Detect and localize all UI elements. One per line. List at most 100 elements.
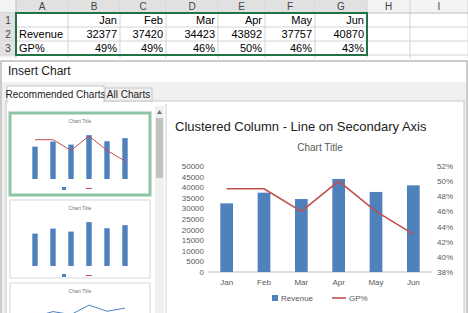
column-letter: C	[139, 1, 146, 12]
column-letter: I	[438, 1, 441, 12]
thumbnail-bar	[68, 232, 73, 266]
thumbnail-title: Chart Title	[69, 288, 92, 294]
thumbnail-bar	[122, 225, 127, 266]
column-header-selected	[265, 0, 315, 13]
dialog-frame	[1, 61, 467, 313]
thumbnail[interactable]: Chart Title	[10, 113, 150, 195]
cell-text: Feb	[144, 14, 163, 26]
thumbnail[interactable]: Chart Title	[10, 283, 150, 313]
tab-label[interactable]: Recommended Charts	[5, 89, 105, 100]
dialog-title: Insert Chart	[8, 64, 71, 78]
thumbnail-plot	[35, 305, 125, 313]
thumbnail-legend-key	[86, 188, 92, 189]
column-letter: E	[238, 1, 245, 12]
bar	[295, 199, 308, 272]
preview-chart: Chart Title05000100001500020000250003000…	[182, 142, 453, 303]
thumbnail-title: Chart Title	[69, 205, 92, 211]
y-tick-label: 15000	[182, 236, 205, 245]
x-tick-label: Jun	[407, 278, 420, 287]
column-divider	[410, 0, 411, 58]
cell-text: 43892	[231, 28, 262, 40]
category-axis	[208, 272, 432, 273]
bar	[220, 203, 233, 272]
column-letter: G	[337, 1, 345, 12]
column-letter: F	[287, 1, 293, 12]
cell-text: 49%	[141, 42, 163, 54]
column-header-selected	[315, 0, 367, 13]
y2-tick-label: 40%	[437, 253, 453, 262]
y-tick-label: 30000	[182, 204, 205, 213]
y-tick-label: 5000	[186, 257, 204, 266]
thumbnail-bar	[104, 141, 109, 179]
thumbnail-bar	[104, 228, 109, 266]
tab-label[interactable]: All Charts	[107, 89, 150, 100]
y-tick-label: 10000	[182, 247, 205, 256]
column-letter: H	[385, 1, 392, 12]
bar	[407, 185, 420, 272]
cell-text: 43%	[342, 42, 364, 54]
bar	[370, 192, 383, 272]
cell-text: May	[291, 14, 312, 26]
y2-tick-label: 52%	[437, 162, 453, 171]
cell-text: Revenue	[19, 28, 63, 40]
column-letter: B	[91, 1, 98, 12]
scrollbar-thumb[interactable]	[156, 118, 163, 178]
row-number: 3	[5, 43, 11, 54]
scroll-arrow[interactable]	[157, 110, 162, 114]
x-tick-label: Mar	[294, 278, 308, 287]
preview-heading: Clustered Column - Line on Secondary Axi…	[175, 119, 427, 134]
row-header-selected	[0, 41, 16, 55]
x-tick-label: Feb	[257, 278, 271, 287]
y-tick-label: 35000	[182, 194, 205, 203]
x-tick-label: Apr	[332, 278, 345, 287]
legend-key	[272, 295, 278, 301]
column-header-selected	[166, 0, 218, 13]
cell-area	[16, 13, 468, 58]
chart-title: Chart Title	[297, 142, 343, 153]
thumbnail-frame[interactable]	[10, 283, 150, 313]
column-header-selected	[120, 0, 166, 13]
cell-text: Apr	[245, 14, 262, 26]
legend-key	[332, 297, 346, 299]
tab-join	[8, 101, 103, 103]
row-header-selected	[0, 13, 16, 27]
tab-panel	[6, 101, 464, 313]
tab[interactable]	[105, 88, 152, 101]
column-header-bar	[0, 0, 468, 13]
cell-text: 37757	[281, 28, 312, 40]
cell-text: 37420	[132, 28, 163, 40]
column-header-selected	[68, 0, 120, 13]
column-letter: D	[188, 1, 195, 12]
y-tick-label: 40000	[182, 183, 205, 192]
y2-tick-label: 48%	[437, 192, 453, 201]
panel-divider	[166, 104, 167, 313]
legend-label: Revenue	[281, 294, 314, 303]
thumbnail-frame[interactable]	[10, 113, 150, 195]
thumbnail-line	[35, 136, 125, 161]
x-tick-label: Jan	[220, 278, 233, 287]
cell-text: Mar	[196, 14, 215, 26]
x-tick-label: May	[368, 278, 383, 287]
thumbnail-frame[interactable]	[10, 200, 150, 278]
thumbnail-title: Chart Title	[69, 118, 92, 124]
cell-text: GP%	[19, 42, 45, 54]
thumbnail-line	[35, 305, 125, 313]
thumbnail-legend-key	[62, 274, 66, 277]
thumbnail[interactable]: Chart Title	[10, 200, 150, 278]
row-divider	[0, 41, 468, 42]
y2-tick-label: 50%	[437, 177, 453, 186]
cell-text: 46%	[290, 42, 312, 54]
cell-text: 46%	[193, 42, 215, 54]
thumbnail-plot	[32, 135, 127, 179]
cell-text: 40870	[333, 28, 364, 40]
plot-area	[220, 179, 419, 272]
thumbnail-bar	[32, 234, 37, 266]
thumbnail-bar	[86, 222, 91, 266]
thumbnail-legend-key	[86, 275, 92, 276]
thumbnail-plot	[32, 222, 127, 266]
spreadsheet: ABCDEFGHI1JanFebMarAprMayJun2Revenue3237…	[0, 0, 468, 58]
thumbnail-bar	[50, 229, 55, 266]
scrollbar-track	[155, 106, 164, 313]
y2-tick-label: 42%	[437, 238, 453, 247]
legend: RevenueGP%	[272, 294, 368, 303]
